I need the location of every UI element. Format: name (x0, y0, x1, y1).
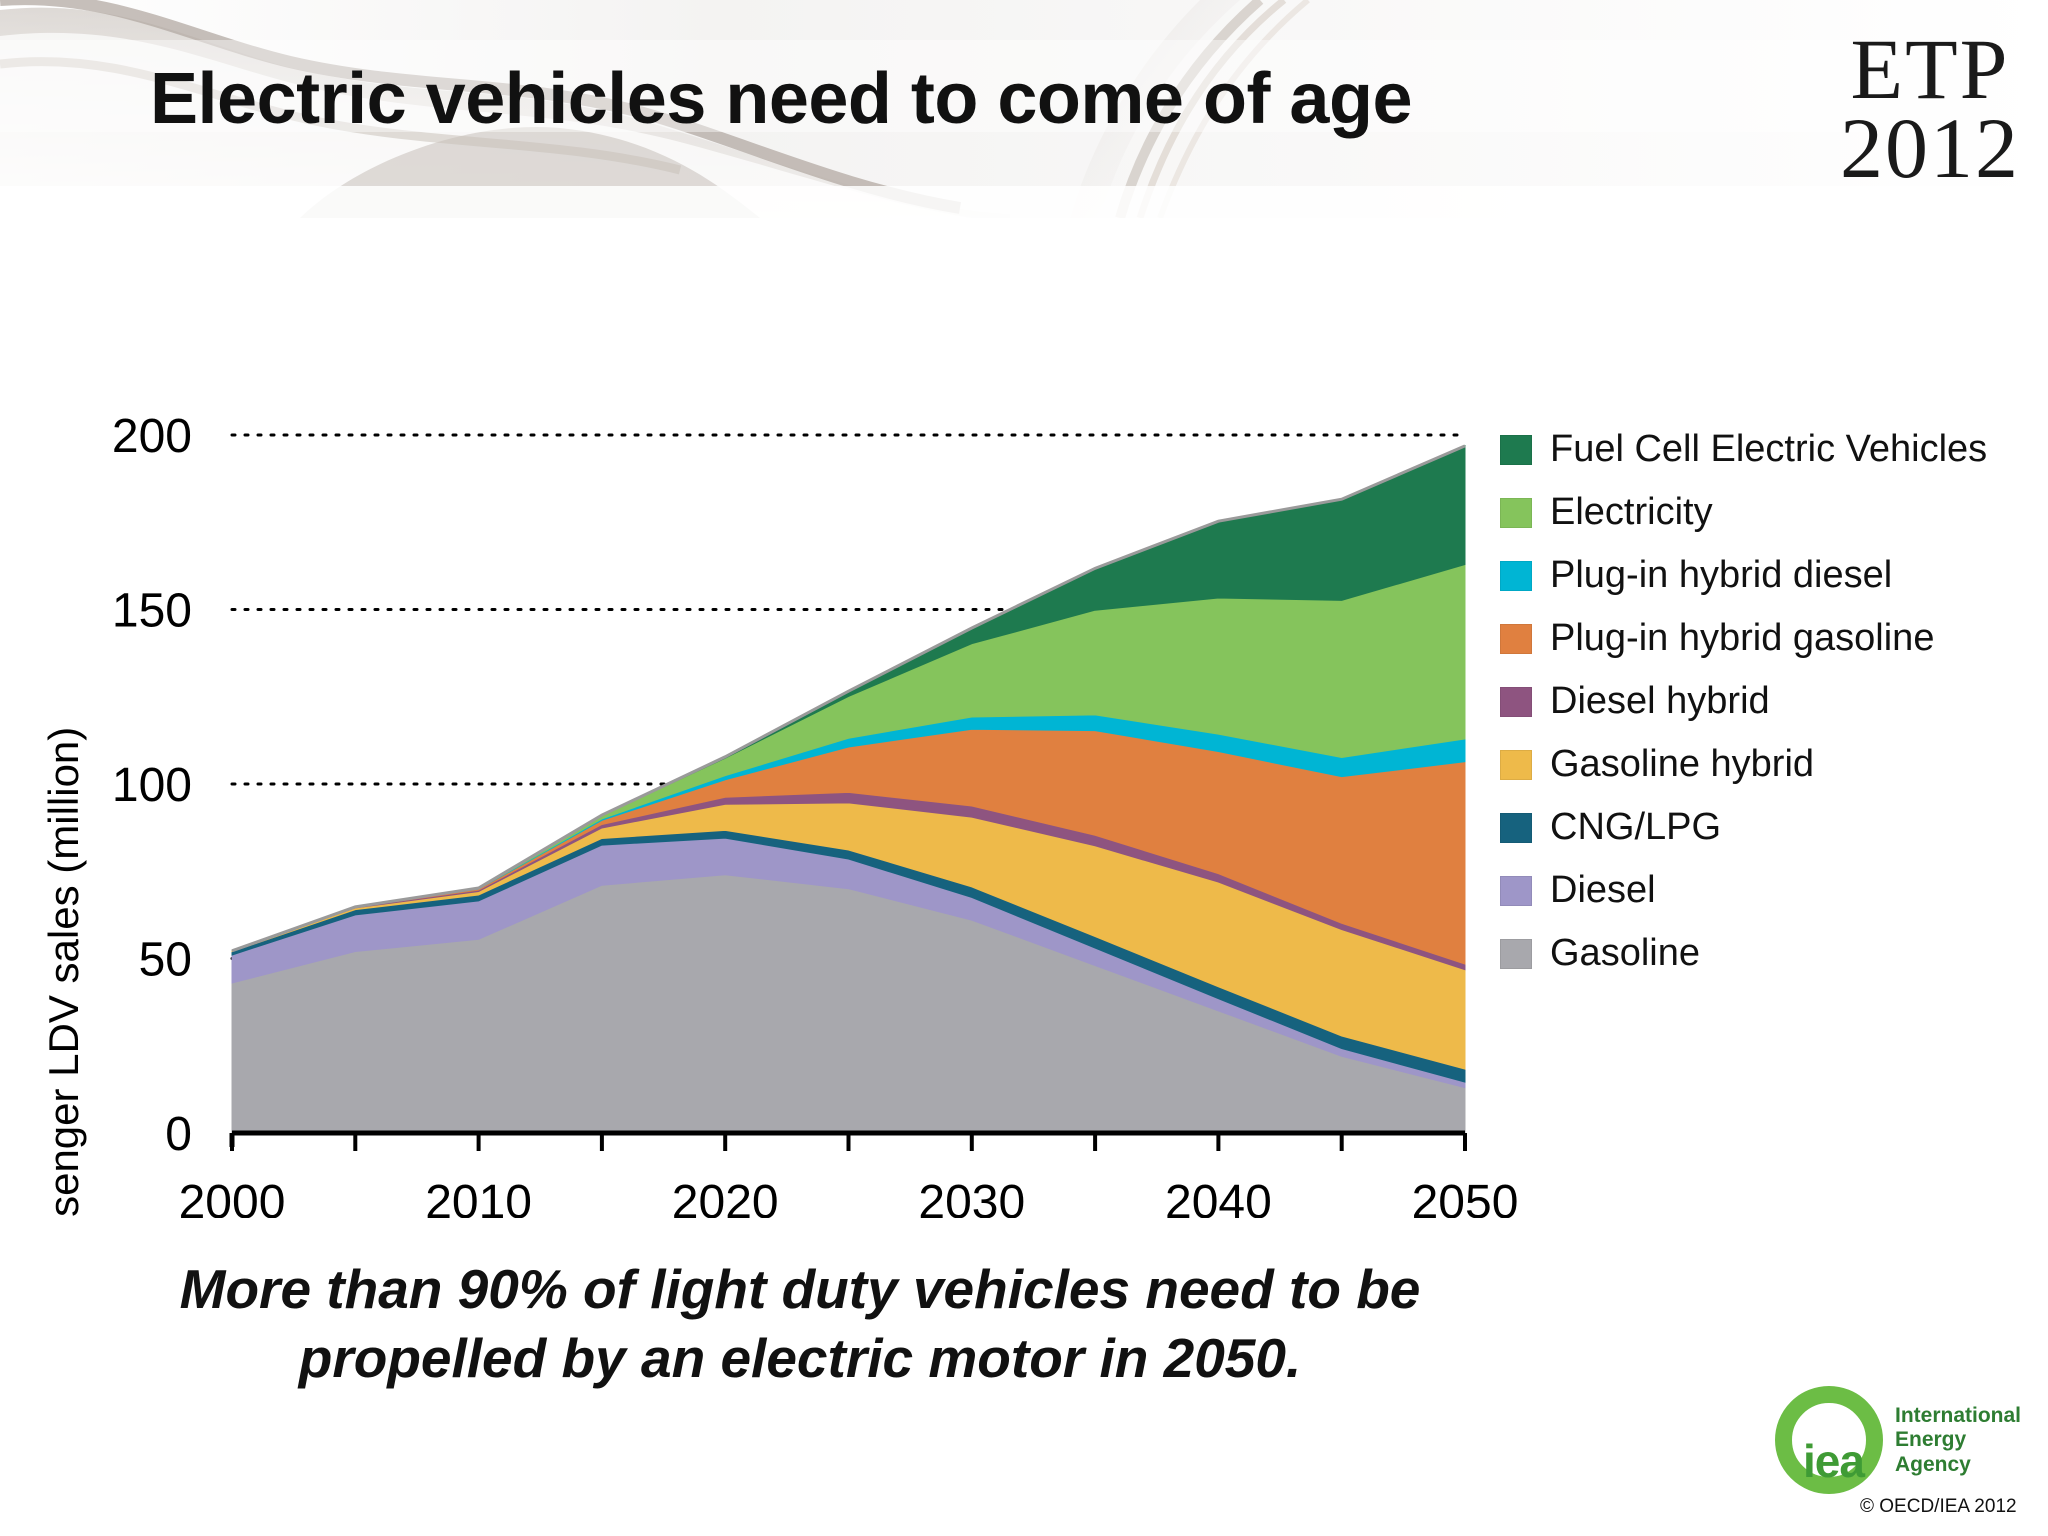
legend-item-label: Plug-in hybrid diesel (1550, 554, 1893, 596)
caption-line-2: propelled by an electric motor in 2050. (298, 1326, 1302, 1389)
etp-logo-line2: 2012 (1840, 100, 2020, 197)
iea-org-name: International Energy Agency (1895, 1404, 2025, 1477)
x-tick-label: 2040 (1165, 1176, 1272, 1218)
legend-item-label: Diesel (1550, 869, 1656, 911)
axes (229, 1130, 1467, 1151)
y-tick-label: 200 (112, 410, 192, 463)
stack-top-outline (231, 444, 1466, 953)
legend-swatch-icon (1500, 749, 1532, 780)
x-tick-label: 2010 (425, 1176, 532, 1218)
caption-line-1: More than 90% of light duty vehicles nee… (179, 1258, 1421, 1320)
chart-legend: Fuel Cell Electric Vehicles Electricity Pl… (1500, 418, 2040, 985)
ribbon-background-art (0, 0, 2048, 218)
chart-region: 2000 2010 2020 2030 2040 2050 0 50 100 150 200 Pa… (0, 218, 2048, 1218)
iea-logo: iea International Energy Agency (1775, 1378, 2025, 1498)
legend-item[interactable]: Gasoline hybrid (1500, 733, 2040, 796)
header-banner: Electric vehicles need to come of age ET… (0, 0, 2048, 218)
legend-item-label: Diesel hybrid (1550, 680, 1770, 722)
legend-item-label: Fuel Cell Electric Vehicles (1550, 428, 1988, 470)
iea-logo-mark: iea (1803, 1435, 1865, 1487)
y-tick-label: 0 (165, 1108, 192, 1161)
y-tick-labels: 0 50 100 150 200 (112, 410, 192, 1161)
legend-item[interactable]: Plug-in hybrid diesel (1500, 544, 2040, 607)
y-axis-title: Passenger LDV sales (million) (40, 727, 87, 1218)
legend-item[interactable]: Diesel hybrid (1500, 670, 2040, 733)
caption: More than 90% of light duty vehicles nee… (90, 1255, 1510, 1393)
y-tick-label: 50 (139, 934, 192, 987)
x-tick-label: 2020 (672, 1176, 779, 1218)
iea-org-name-line2: Energy Agency (1895, 1428, 1971, 1476)
page-title: Electric vehicles need to come of age (150, 59, 1413, 139)
legend-swatch-icon (1500, 812, 1532, 843)
legend-item[interactable]: Diesel (1500, 859, 2040, 922)
x-tick-label: 2030 (918, 1176, 1025, 1218)
legend-item[interactable]: Electricity (1500, 481, 2040, 544)
copyright-notice: © OECD/IEA 2012 (1860, 1496, 2017, 1517)
legend-item-label: Gasoline (1550, 932, 1700, 974)
x-tick-label: 2050 (1412, 1176, 1519, 1218)
legend-item-label: CNG/LPG (1550, 806, 1722, 848)
legend-swatch-icon (1500, 875, 1532, 906)
etp-logo-line1: ETP (1850, 21, 2010, 117)
legend-item-label: Electricity (1550, 491, 1713, 533)
legend-swatch-icon (1500, 623, 1532, 654)
legend-item-label: Plug-in hybrid gasoline (1550, 617, 1935, 659)
stacked-area-chart: 2000 2010 2020 2030 2040 2050 0 50 100 150 200 Pa… (40, 410, 1519, 1218)
iea-org-name-line1: International (1895, 1404, 2022, 1427)
legend-item-label: Gasoline hybrid (1550, 743, 1815, 785)
legend-swatch-icon (1500, 497, 1532, 528)
legend-swatch-icon (1500, 938, 1532, 969)
legend-swatch-icon (1500, 434, 1532, 465)
etp-logo: ETP 2012 (1840, 21, 2020, 197)
legend-swatch-icon (1500, 560, 1532, 591)
legend-item[interactable]: Gasoline (1500, 922, 2040, 985)
area-series-group (231, 444, 1466, 1134)
legend-swatch-icon (1500, 686, 1532, 717)
x-tick-label: 2000 (179, 1176, 286, 1218)
x-tick-labels: 2000 2010 2020 2030 2040 2050 (179, 1176, 1519, 1218)
legend-item[interactable]: Plug-in hybrid gasoline (1500, 607, 2040, 670)
y-tick-label: 100 (112, 759, 192, 812)
legend-item[interactable]: CNG/LPG (1500, 796, 2040, 859)
legend-item[interactable]: Fuel Cell Electric Vehicles (1500, 418, 2040, 481)
y-tick-label: 150 (112, 585, 192, 638)
